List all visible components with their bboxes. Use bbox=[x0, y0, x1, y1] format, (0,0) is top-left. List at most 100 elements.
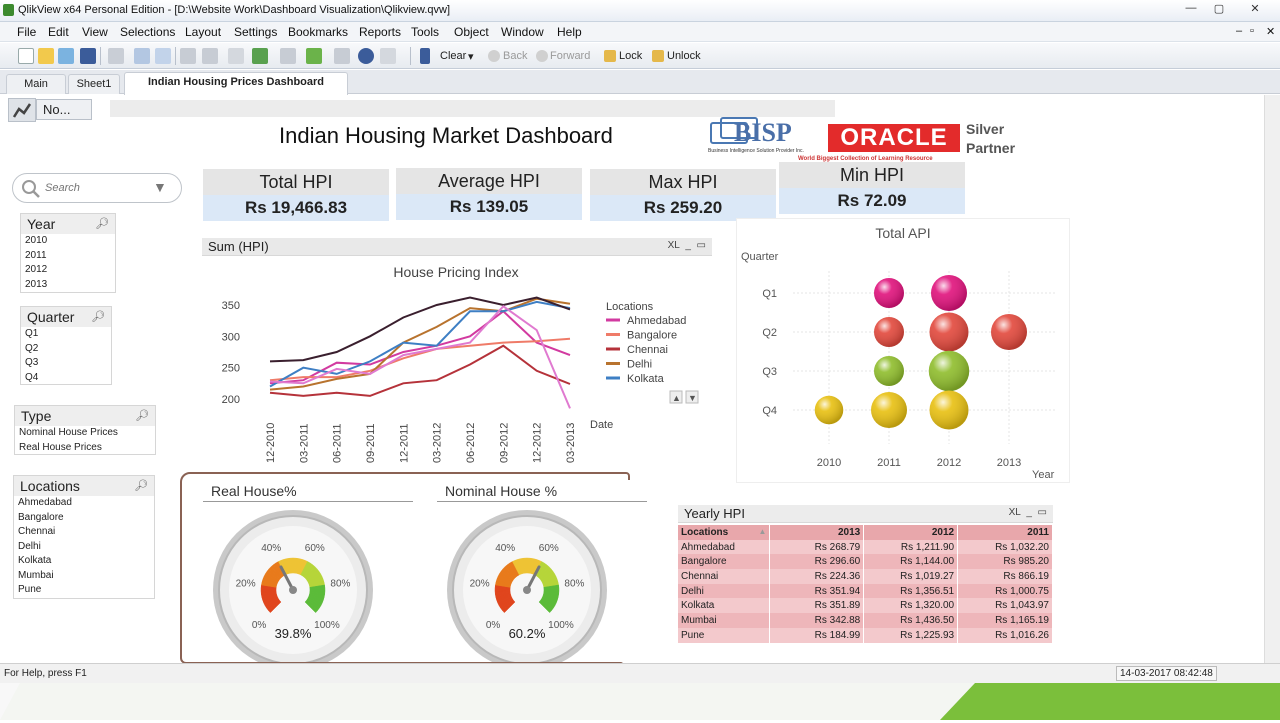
series-line-pune[interactable] bbox=[269, 304, 571, 409]
list-item[interactable]: Chennai bbox=[18, 526, 56, 537]
list-item[interactable]: Bangalore bbox=[18, 511, 64, 523]
menu-reports[interactable]: Reports bbox=[359, 25, 402, 39]
table-row[interactable]: Bangalore Rs 296.60 Rs 1,144.00 Rs 985.20 bbox=[678, 554, 1053, 570]
legend-entry[interactable]: Ahmedabad bbox=[627, 315, 686, 327]
back-button[interactable]: Back bbox=[503, 50, 528, 62]
bubble-point[interactable] bbox=[928, 350, 970, 392]
document-restore-button[interactable]: ▫ bbox=[1250, 25, 1254, 37]
layout-icon[interactable] bbox=[280, 48, 296, 64]
table-row[interactable]: Mumbai Rs 342.88 Rs 1,436.50 Rs 1,165.19 bbox=[678, 613, 1053, 628]
menu-tools[interactable]: Tools bbox=[411, 25, 440, 39]
menu-bookmarks[interactable]: Bookmarks bbox=[288, 25, 349, 39]
search-input[interactable] bbox=[45, 180, 145, 196]
bubble-point[interactable] bbox=[814, 395, 844, 425]
list-item[interactable]: Q4 bbox=[25, 371, 39, 383]
edit-script-icon[interactable] bbox=[134, 48, 150, 64]
table-row[interactable]: Ahmedabad Rs 268.79 Rs 1,211.90 Rs 1,032.20 bbox=[678, 539, 1053, 555]
help-icon[interactable] bbox=[358, 48, 374, 64]
reload-icon[interactable] bbox=[58, 48, 74, 64]
document-minimize-button[interactable]: – bbox=[1236, 25, 1243, 37]
tab-indian-housing-prices-dashboard[interactable]: Indian Housing Prices Dashboard bbox=[124, 72, 348, 95]
document-close-button[interactable]: ✕ bbox=[1266, 26, 1276, 38]
quarter-search-icon[interactable]: 🔎︎ bbox=[91, 311, 105, 323]
bubble-point[interactable] bbox=[929, 390, 969, 430]
lock-button[interactable]: Lock bbox=[619, 50, 643, 62]
table-row[interactable]: Pune Rs 184.99 Rs 1,225.93 Rs 1,016.26 bbox=[678, 627, 1053, 643]
type-search-icon[interactable]: 🔎︎ bbox=[135, 410, 149, 422]
legend-entry[interactable]: Chennai bbox=[627, 344, 668, 356]
save-icon[interactable] bbox=[80, 48, 96, 64]
undo-icon[interactable] bbox=[180, 48, 196, 64]
series-line-chennai[interactable] bbox=[269, 344, 571, 397]
list-item[interactable]: 2012 bbox=[25, 264, 48, 275]
maximize-window-button[interactable]: ▢ bbox=[1213, 3, 1225, 15]
bubble-point[interactable] bbox=[874, 356, 904, 386]
bubble-point[interactable] bbox=[931, 275, 967, 311]
table-row[interactable]: Chennai Rs 224.36 Rs 1,019.27 Rs 866.19 bbox=[678, 569, 1053, 584]
list-item[interactable]: 2010 bbox=[25, 235, 48, 246]
minimize-window-button[interactable]: — bbox=[1185, 2, 1197, 14]
clear-button[interactable]: Clear bbox=[440, 50, 467, 62]
locations-search-icon[interactable]: 🔎︎ bbox=[134, 480, 148, 492]
current-selections-button[interactable]: No... bbox=[36, 99, 92, 120]
print-icon[interactable] bbox=[108, 48, 124, 64]
menu-layout[interactable]: Layout bbox=[185, 25, 222, 39]
list-item[interactable]: Q3 bbox=[25, 357, 39, 368]
tab-sheet1[interactable]: Sheet1 bbox=[68, 74, 120, 94]
menu-view[interactable]: View bbox=[82, 25, 108, 39]
new-document-icon[interactable] bbox=[18, 48, 34, 64]
column-header-2011[interactable]: 2011 bbox=[957, 525, 1053, 540]
bookmark-star-icon[interactable] bbox=[306, 48, 322, 64]
current-selections-icon[interactable] bbox=[8, 98, 36, 122]
list-item[interactable]: Q2 bbox=[25, 342, 39, 354]
list-item[interactable]: Real House Prices bbox=[19, 441, 102, 453]
bubble-point[interactable] bbox=[871, 392, 907, 428]
legend-entry[interactable]: Bangalore bbox=[627, 330, 677, 342]
search-tool-icon[interactable] bbox=[228, 48, 244, 64]
yearly-hpi-xl-button[interactable]: XL _ ▭ bbox=[1008, 507, 1047, 518]
bubble-point[interactable] bbox=[991, 314, 1027, 350]
list-item[interactable]: 2011 bbox=[25, 249, 47, 261]
series-line-kolkata[interactable] bbox=[269, 300, 571, 388]
copy-icon[interactable] bbox=[155, 48, 171, 64]
column-header-2012[interactable]: 2012 bbox=[863, 525, 959, 540]
bubble-point[interactable] bbox=[929, 312, 969, 352]
list-item[interactable]: Q1 bbox=[25, 328, 39, 339]
menu-settings[interactable]: Settings bbox=[234, 25, 278, 39]
bubble-point[interactable] bbox=[874, 317, 904, 347]
tab-main[interactable]: Main bbox=[6, 74, 66, 94]
menu-file[interactable]: File bbox=[17, 25, 37, 39]
unlock-button[interactable]: Unlock bbox=[667, 50, 701, 62]
bubble-point[interactable] bbox=[874, 278, 904, 308]
list-item[interactable]: Delhi bbox=[18, 540, 41, 552]
legend-scroll-arrows[interactable]: ▲ ▼ bbox=[669, 390, 699, 404]
series-line-mumbai[interactable] bbox=[269, 296, 571, 363]
menu-edit[interactable]: Edit bbox=[48, 25, 69, 39]
open-folder-icon[interactable] bbox=[38, 48, 54, 64]
column-header-locations[interactable]: Locations ▲ bbox=[678, 525, 771, 540]
list-item[interactable]: 2013 bbox=[25, 278, 48, 290]
menu-selections[interactable]: Selections bbox=[120, 25, 176, 39]
clear-dropdown-chevron-icon[interactable]: ▾ bbox=[468, 51, 474, 63]
column-header-2013[interactable]: 2013 bbox=[769, 525, 865, 540]
search-dropdown-chevron-icon[interactable]: ▼ bbox=[153, 179, 167, 195]
forward-button[interactable]: Forward bbox=[550, 50, 591, 62]
vertical-scrollbar[interactable] bbox=[1264, 95, 1280, 663]
legend-entry[interactable]: Kolkata bbox=[627, 373, 665, 385]
redo-icon[interactable] bbox=[202, 48, 218, 64]
menu-window[interactable]: Window bbox=[501, 25, 544, 39]
year-search-icon[interactable]: 🔎︎ bbox=[95, 218, 109, 230]
whats-this-icon[interactable] bbox=[380, 48, 396, 64]
properties-icon[interactable] bbox=[334, 48, 350, 64]
check-icon[interactable] bbox=[252, 48, 268, 64]
list-item[interactable]: Nominal House Prices bbox=[19, 427, 118, 438]
menu-object[interactable]: Object bbox=[454, 25, 489, 39]
menu-help[interactable]: Help bbox=[557, 25, 582, 39]
list-item[interactable]: Mumbai bbox=[18, 569, 54, 581]
close-window-button[interactable]: ✕ bbox=[1250, 3, 1260, 15]
legend-entry[interactable]: Delhi bbox=[627, 359, 652, 371]
search-box[interactable]: ▼ bbox=[12, 173, 182, 203]
list-item[interactable]: Ahmedabad bbox=[18, 497, 72, 508]
list-item[interactable]: Pune bbox=[18, 584, 42, 595]
table-row[interactable]: Kolkata Rs 351.89 Rs 1,320.00 Rs 1,043.97 bbox=[678, 598, 1053, 614]
